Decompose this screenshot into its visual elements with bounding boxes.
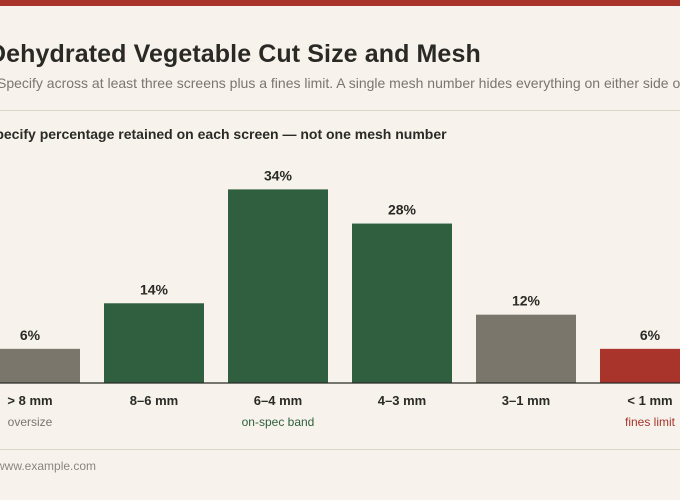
bar bbox=[476, 314, 576, 383]
bar-chart: 6% > 8 mm 14% 8–6 mm 34% 6–4 mm 28% 4–3 mm 12% 3–… bbox=[0, 167, 680, 429]
category-label: > 8 mm bbox=[7, 393, 52, 408]
data-label: 6% bbox=[640, 327, 661, 343]
chart-heading: Specify percentage retained on each scre… bbox=[0, 126, 447, 142]
page-title: Dehydrated Vegetable Cut Size and Mesh bbox=[0, 40, 481, 68]
bar bbox=[0, 348, 80, 383]
category-label: 6–4 mm bbox=[254, 393, 302, 408]
footer-divider bbox=[0, 449, 680, 450]
data-label: 28% bbox=[388, 202, 417, 218]
annotation-label: oversize bbox=[8, 415, 53, 429]
bar bbox=[228, 189, 328, 383]
footer-source: www.example.com bbox=[0, 459, 97, 473]
category-label: 3–1 mm bbox=[502, 393, 550, 408]
bar bbox=[352, 223, 452, 383]
annotation-label: fines limit bbox=[625, 415, 676, 429]
bar bbox=[104, 303, 204, 383]
category-label: < 1 mm bbox=[627, 393, 672, 408]
page-subtitle: Specify across at least three screens pl… bbox=[0, 75, 680, 91]
annotation-label: on-spec band bbox=[242, 415, 315, 429]
header-divider bbox=[0, 110, 680, 111]
bar bbox=[600, 348, 680, 383]
data-label: 12% bbox=[512, 293, 541, 309]
data-label: 14% bbox=[140, 281, 169, 297]
category-label: 8–6 mm bbox=[130, 393, 178, 408]
data-label: 34% bbox=[264, 167, 293, 183]
accent-bar bbox=[0, 0, 680, 6]
data-label: 6% bbox=[20, 327, 41, 343]
category-label: 4–3 mm bbox=[378, 393, 426, 408]
